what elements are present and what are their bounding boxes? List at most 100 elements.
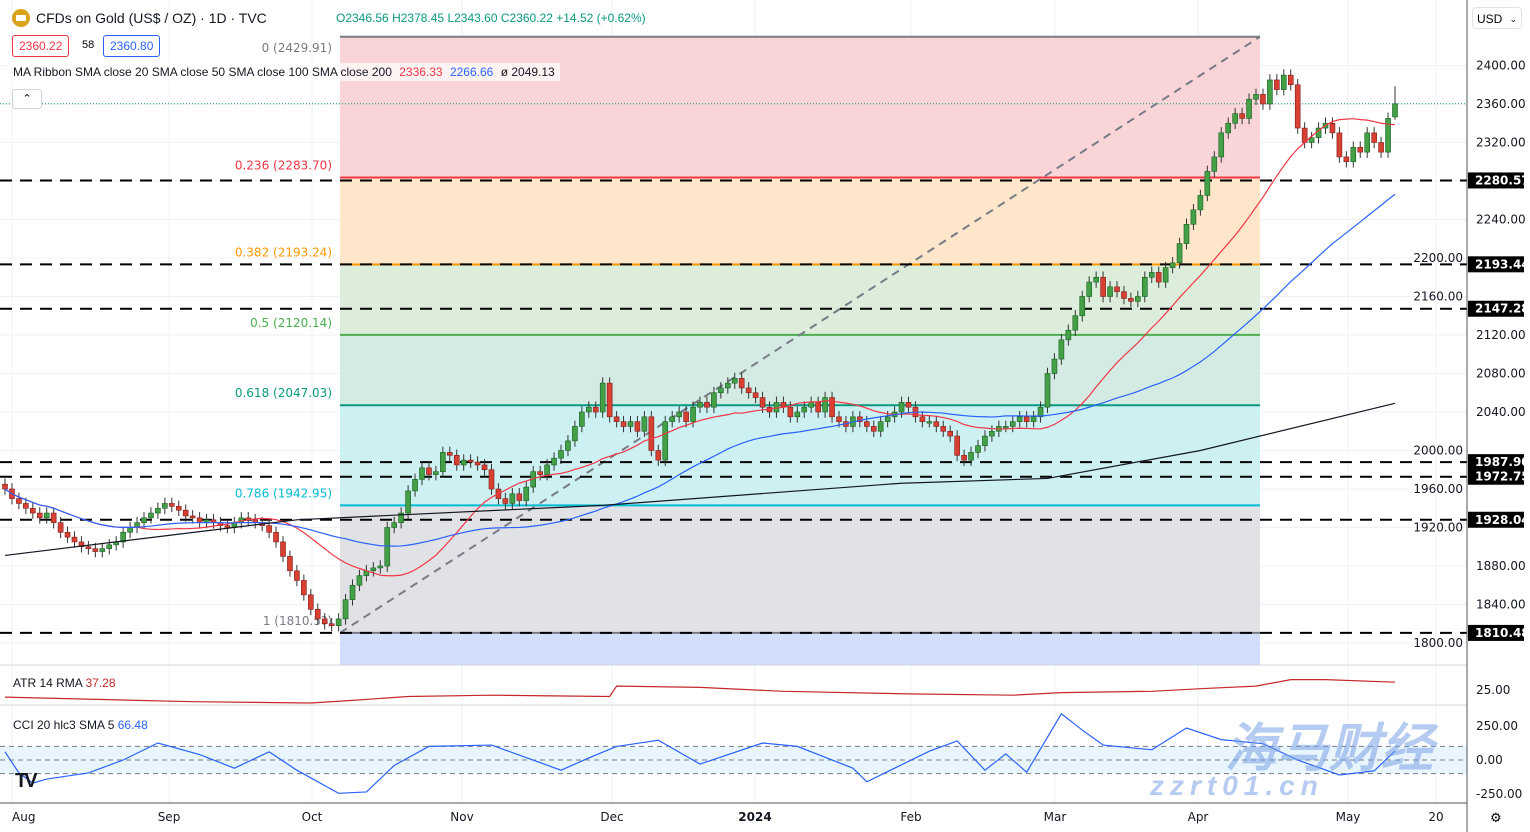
ma-ribbon-legend[interactable]: MA Ribbon SMA close 20 SMA close 50 SMA … xyxy=(8,63,560,81)
symbol-title: CFDs on Gold (US$ / OZ) · 1D · TVC xyxy=(36,10,267,26)
high-value: H2378.45 xyxy=(392,11,445,25)
candle-up xyxy=(1169,262,1176,268)
tradingview-logo[interactable]: TV xyxy=(15,770,37,792)
candle-down xyxy=(182,509,189,517)
candle-down xyxy=(704,402,710,408)
candle-down xyxy=(426,467,432,475)
candle-up xyxy=(162,503,168,509)
candle-up xyxy=(1308,137,1315,143)
candle-down xyxy=(516,493,523,501)
candle-down xyxy=(78,541,85,548)
sell-button[interactable]: 2360.22 xyxy=(12,35,70,57)
sma20-value: 2336.33 xyxy=(399,65,443,79)
sma50-line xyxy=(4,193,1396,547)
candle-up xyxy=(342,599,349,620)
currency-select[interactable]: USD ⌄ xyxy=(1472,7,1522,29)
candle-up xyxy=(794,411,801,418)
atr-legend[interactable]: ATR 14 RMA 37.28 xyxy=(13,676,116,690)
candle-up xyxy=(1107,286,1113,297)
candle-down xyxy=(85,546,92,549)
price-axis-label: 2160.00 xyxy=(1413,290,1463,304)
candle-down xyxy=(738,378,745,389)
candle-down xyxy=(961,455,967,461)
candle-down xyxy=(1155,272,1162,283)
candle-down xyxy=(648,416,655,451)
watermark-cn: 海马财经 xyxy=(1225,720,1434,778)
candle-down xyxy=(815,402,821,413)
candle-up xyxy=(1281,74,1287,90)
candle-up xyxy=(1037,406,1044,418)
candle-up xyxy=(898,402,905,413)
settings-icon[interactable]: ⚙ xyxy=(1490,810,1502,825)
candle-up xyxy=(1232,113,1238,124)
candle-up xyxy=(1016,416,1023,422)
price-axis-label: 1960.00 xyxy=(1413,482,1463,496)
fib-zone-0.382 xyxy=(340,264,1260,335)
candle-up xyxy=(690,406,696,422)
candle-up xyxy=(697,402,703,408)
candle-down xyxy=(683,411,689,422)
candle-up xyxy=(141,517,147,523)
fib-level-label-0.5: 0.5 (2120.14) xyxy=(250,316,332,330)
fib-level-label-0.382: 0.382 (2193.24) xyxy=(235,246,332,260)
candle-down xyxy=(1023,416,1030,422)
candle-up xyxy=(377,565,384,569)
price-axis-label: 2360.00 xyxy=(1476,97,1526,111)
fib-trend-line xyxy=(339,35,1261,634)
candle-up xyxy=(572,426,578,442)
candle-down xyxy=(502,498,509,504)
candle-down xyxy=(224,525,231,528)
buy-button[interactable]: 2360.80 xyxy=(103,35,161,57)
fib-level-label-0.618: 0.618 (2047.03) xyxy=(235,386,332,400)
atr-line xyxy=(4,678,1396,704)
candle-down xyxy=(321,618,328,625)
candle-down xyxy=(537,471,543,475)
candle-up xyxy=(1190,209,1197,225)
cci-legend[interactable]: CCI 20 hlc3 SMA 5 66.48 xyxy=(13,718,148,732)
candle-up xyxy=(975,445,981,453)
candle-up xyxy=(599,382,606,413)
candle-up xyxy=(1142,276,1148,297)
candle-up xyxy=(335,618,342,626)
candle-up xyxy=(669,416,676,422)
candle-down xyxy=(273,532,279,543)
candle-down xyxy=(1329,122,1336,134)
candle-down xyxy=(57,522,64,533)
candle-up xyxy=(405,490,411,514)
level-price-tag xyxy=(1468,256,1524,273)
candle-up xyxy=(641,416,648,432)
candle-up xyxy=(120,532,126,543)
candle-up xyxy=(1086,281,1092,297)
time-axis-label: Nov xyxy=(450,810,473,824)
level-price-tag-label: 1972.75 xyxy=(1475,470,1530,484)
candle-down xyxy=(474,461,481,466)
chevron-up-icon: ⌃ xyxy=(22,93,32,105)
symbol-header[interactable]: CFDs on Gold (US$ / OZ) · 1D · TVC xyxy=(12,9,267,27)
price-axis-label: 1800.00 xyxy=(1413,636,1463,650)
candle-up xyxy=(565,440,571,451)
candle-up xyxy=(1197,195,1204,211)
fib-level-label-0.236: 0.236 (2283.70) xyxy=(235,158,332,172)
spread-value: 58 xyxy=(82,39,95,51)
fib-level-label-0.786: 0.786 (1942.95) xyxy=(235,486,332,500)
candle-down xyxy=(1336,132,1343,158)
candle-up xyxy=(1058,339,1065,360)
candle-up xyxy=(43,512,50,519)
candle-up xyxy=(1253,94,1259,100)
level-price-tag xyxy=(1468,300,1524,317)
candle-up xyxy=(724,382,731,389)
fib-level-label-0: 0 (2429.91) xyxy=(262,41,332,55)
collapse-legend-button[interactable]: ⌃ xyxy=(12,89,42,109)
close-value: C2360.22 xyxy=(500,11,553,25)
time-axis-label: Feb xyxy=(900,810,921,824)
candle-down xyxy=(64,532,71,538)
atr-label: ATR 14 RMA xyxy=(13,676,83,690)
candle-up xyxy=(627,421,634,427)
cci-axis-label: 250.00 xyxy=(1476,719,1518,733)
candle-up xyxy=(419,467,425,480)
candle-up xyxy=(676,411,682,418)
candle-down xyxy=(301,580,307,596)
candle-up xyxy=(822,397,828,413)
ohlc-readout: O2346.56 H2378.45 L2343.60 C2360.22 +14.… xyxy=(336,11,646,25)
